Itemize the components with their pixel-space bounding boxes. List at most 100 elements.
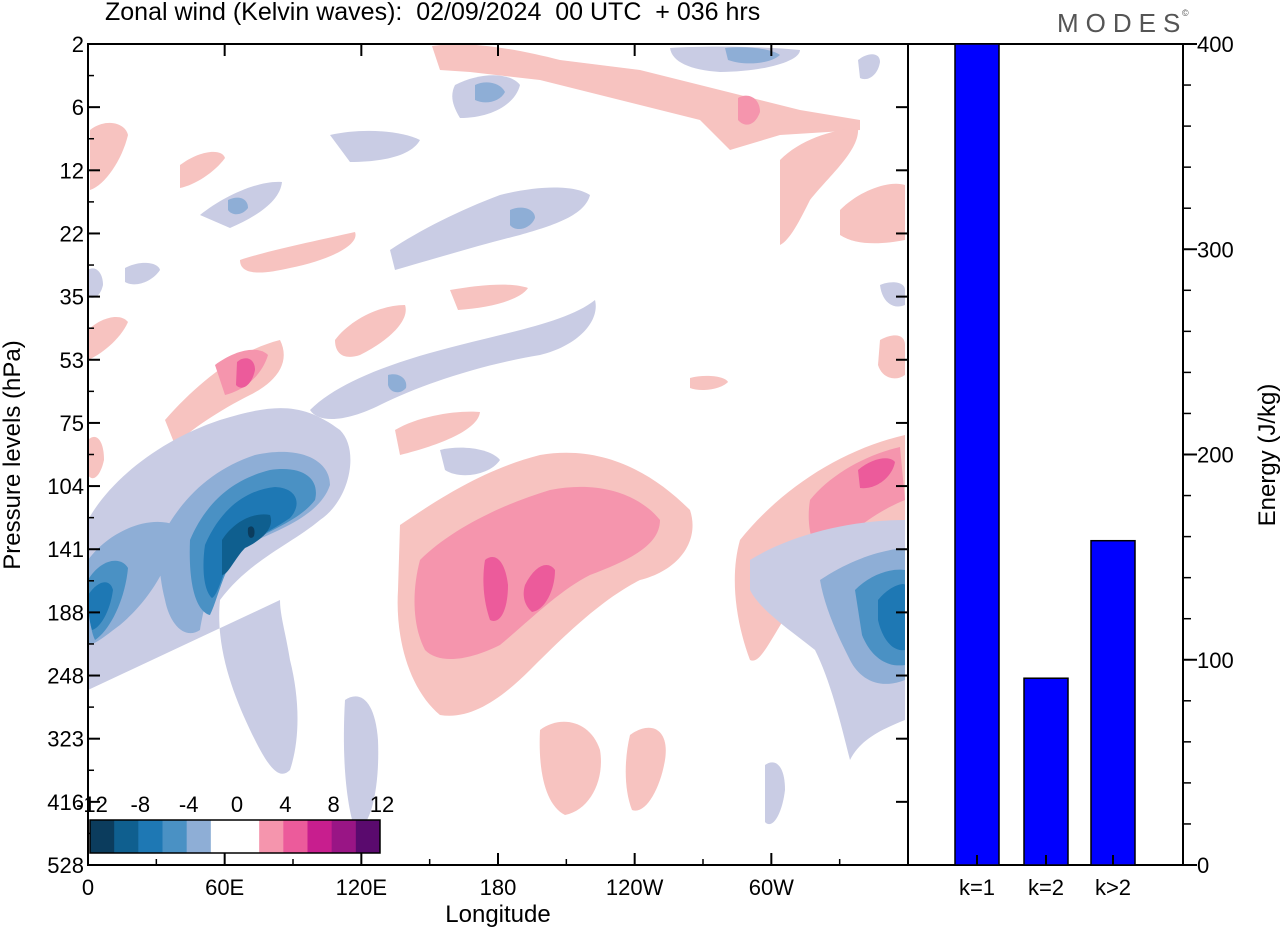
contour-positive-light — [690, 375, 728, 390]
contour-negative-light — [125, 262, 160, 285]
contour-negative-extreme — [222, 514, 272, 575]
y-tick-label: 104 — [47, 474, 84, 499]
colorbar-label: 8 — [328, 792, 340, 817]
contour-positive-light — [840, 183, 905, 244]
y-tick-label: 75 — [60, 411, 84, 436]
colorbar-swatch — [259, 820, 284, 853]
heatmap-field — [88, 44, 905, 830]
contour-positive-light — [180, 151, 225, 188]
brand-logo: MODES — [1057, 8, 1188, 38]
chart-title: Zonal wind (Kelvin waves): 02/09/2024 00… — [105, 0, 761, 26]
contour-positive-strong — [523, 565, 555, 612]
contour-positive-strong — [236, 358, 255, 388]
contour-negative-light — [343, 696, 379, 830]
y-tick-label: 528 — [47, 853, 84, 878]
contour-positive-light — [539, 721, 601, 815]
y-tick-label: 416 — [47, 790, 84, 815]
colorbar-frame — [89, 819, 381, 854]
x-tick-label: 60E — [205, 875, 244, 900]
colorbar-swatch — [138, 820, 163, 853]
energy-tick-label: 0 — [1197, 853, 1209, 878]
bar-category-label: k=2 — [1028, 875, 1064, 900]
x-tick-label: 180 — [480, 875, 517, 900]
x-tick-label: 120E — [336, 875, 387, 900]
contour-negative-light — [440, 447, 500, 476]
x-tick-label: 60W — [749, 875, 794, 900]
contour-negative-extreme — [247, 526, 255, 538]
contour-negative-very-strong — [203, 487, 297, 598]
colorbar-swatch — [90, 820, 115, 853]
y-tick-label: 323 — [47, 727, 84, 752]
contour-positive-light — [878, 335, 905, 379]
contour-negative-medium — [510, 207, 535, 230]
colorbar: -12 -8 -4 0 4 8 12 — [76, 792, 394, 854]
colorbar-swatch — [114, 820, 139, 853]
contour-negative-light — [390, 187, 590, 270]
contour-positive-strong — [858, 458, 895, 489]
contour-negative-light — [858, 54, 880, 80]
colorbar-label: 4 — [279, 792, 291, 817]
contour-positive-light — [780, 128, 859, 245]
colorbar-swatch — [283, 820, 308, 853]
contour-negative-very-strong — [878, 583, 905, 651]
energy-tick-label: 200 — [1197, 443, 1234, 468]
contour-negative-medium — [228, 197, 248, 215]
y-axis-title: Pressure levels (hPa) — [0, 340, 26, 569]
contour-negative-light — [88, 268, 103, 298]
y-tick-label: 141 — [47, 537, 84, 562]
colorbar-label: -4 — [179, 792, 199, 817]
contour-positive-light — [395, 411, 480, 455]
brand-copyright-mark: © — [1182, 8, 1189, 18]
contour-negative-medium — [388, 374, 407, 393]
y-tick-label: 22 — [60, 221, 84, 246]
contour-positive-medium — [738, 95, 760, 125]
contour-positive-light — [625, 727, 666, 811]
y-tick-label: 248 — [47, 664, 84, 689]
contour-negative-light — [330, 130, 420, 162]
colorbar-swatch — [162, 820, 188, 853]
bar-category-label: k>2 — [1095, 875, 1131, 900]
energy-axis-title: Energy (J/kg) — [1254, 384, 1280, 527]
colorbar-label: -8 — [131, 792, 151, 817]
contour-negative-medium — [475, 82, 505, 103]
colorbar-swatch — [186, 820, 212, 853]
x-tick-label: 120W — [606, 875, 664, 900]
contour-negative-very-strong — [88, 582, 113, 630]
y-tick-label: 53 — [60, 348, 84, 373]
x-axis-title: Longitude — [445, 901, 550, 928]
energy-tick-label: 100 — [1197, 648, 1234, 673]
energy-tick-label: 400 — [1197, 32, 1234, 57]
contour-positive-strong — [483, 557, 508, 621]
contour-negative-light — [310, 300, 596, 420]
energy-tick-label: 300 — [1197, 237, 1234, 262]
x-tick-label: 0 — [82, 875, 94, 900]
energy-bar-1 — [954, 43, 1000, 866]
contour-positive-light — [432, 44, 860, 150]
colorbar-label: -12 — [76, 792, 108, 817]
contour-positive-light — [90, 122, 128, 190]
contour-positive-light — [450, 284, 528, 310]
energy-bar-2 — [1023, 677, 1069, 866]
energy-bar-3 — [1090, 539, 1136, 866]
colorbar-swatch — [355, 820, 381, 853]
contour-positive-light — [88, 316, 128, 360]
y-tick-label: 35 — [60, 285, 84, 310]
y-tick-label: 188 — [47, 600, 84, 625]
colorbar-swatch — [331, 820, 357, 853]
contour-negative-light — [880, 282, 905, 307]
colorbar-swatch — [307, 820, 333, 853]
energy-axis: 0 100 200 300 400 — [1183, 32, 1234, 878]
colorbar-label: 12 — [370, 792, 394, 817]
energy-bars: k=1 k=2 k>2 — [954, 43, 1136, 900]
colorbar-swatch — [235, 820, 260, 853]
contour-negative-light — [765, 762, 785, 825]
colorbar-swatch — [210, 820, 236, 853]
colorbar-label: 0 — [231, 792, 243, 817]
contour-positive-light — [335, 305, 406, 357]
y-tick-label: 6 — [72, 95, 84, 120]
y-tick-label: 12 — [60, 158, 84, 183]
contour-positive-light — [240, 232, 356, 273]
bar-category-label: k=1 — [959, 875, 995, 900]
